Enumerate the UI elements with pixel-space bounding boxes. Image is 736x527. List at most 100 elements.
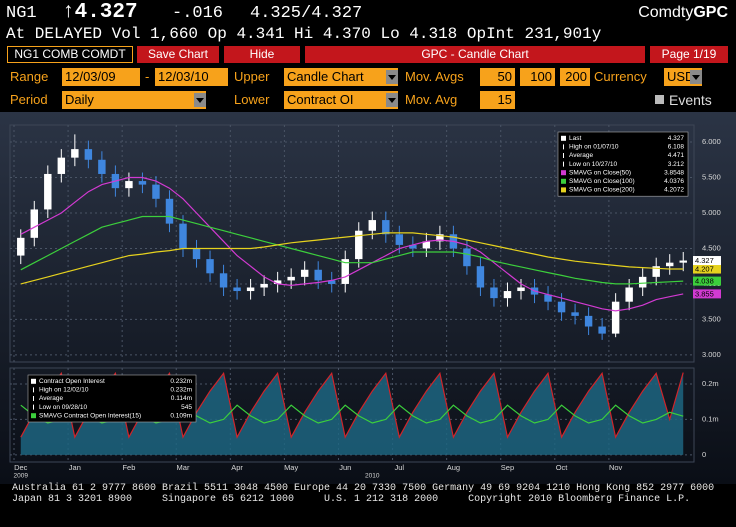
candle-body [206,259,214,274]
y-tick-label: 5.500 [702,172,721,181]
lower-select[interactable]: Contract OI [284,91,398,109]
events-label[interactable]: Events [669,92,712,108]
candle-body [584,315,593,327]
x-tick-label: Mar [177,463,190,472]
last-value-tag [693,289,721,299]
chart-area: 3.0003.5004.0004.5005.0005.5006.0003.855… [0,112,736,484]
legend-value: 3.212 [668,161,685,168]
plot-panel [9,124,695,363]
candle-body [246,287,255,292]
period-value: Daily [65,92,94,107]
legend-value: 4.2072 [664,187,684,194]
candle-body [84,149,93,160]
legend-label: Last [569,135,581,142]
candle-body [71,149,79,158]
candle-body [287,276,295,281]
legend-value: 4.327 [668,135,685,142]
x-tick-label: May [284,463,298,472]
candle-body [328,280,336,284]
mov-avg-3[interactable]: 200 [560,68,590,86]
candle-body [98,159,106,174]
currency-select[interactable]: USD [664,68,702,86]
mov-avg-lower[interactable]: 15 [480,91,515,109]
candle-body [409,244,417,249]
period-select[interactable]: Daily [62,91,206,109]
candle-body [490,287,498,299]
events-checkbox[interactable] [655,95,664,104]
candle-body [300,269,309,277]
candle-body [368,220,376,231]
change: -.016 [172,4,224,23]
candle-body [544,294,552,302]
security-field[interactable]: NG1 COMB COMDT [7,46,133,63]
candle-body [355,230,363,260]
y-tick-label: 5.000 [702,208,721,217]
legend-value: 0.232m [170,378,192,385]
range-label: Range [10,69,49,84]
x-year-label: 2009 [14,473,29,480]
x-tick-label: Nov [609,463,623,472]
last-value-label: 4.038 [695,277,714,286]
upper-select[interactable]: Candle Chart [284,68,398,86]
candle-body [314,269,322,281]
y-tick-label: 3.000 [702,350,721,359]
candle-body [138,181,147,185]
footer-line: Australia 61 2 9777 8600 Brazil 5511 304… [12,483,715,494]
x-tick-label: Dec [14,463,28,472]
candle-body [192,248,201,260]
legend-value: 0.232m [170,387,192,394]
x-tick-label: Jul [395,463,405,472]
candle-body [571,312,579,316]
range-start[interactable]: 12/03/09 [62,68,140,86]
mov-avg-2[interactable]: 100 [520,68,555,86]
candle-body [666,262,674,267]
legend-swatch [561,187,566,193]
function-code: ComdtyGPC [638,4,728,22]
legend-value: 0.109m [170,412,192,419]
candle-body [179,223,187,249]
footer-line: Japan 81 3 3201 8900 Singapore 65 6212 1… [12,494,691,505]
candle-body [395,234,404,245]
last-value-tag [693,256,721,266]
moving-average-line [20,215,684,285]
legend-value: 0.114m [171,395,192,402]
y-tick-label: 3.500 [702,314,721,323]
candle-body [260,283,268,288]
legend-value: 4.471 [668,152,685,159]
legend-label: SMAVG Contract Open Interest(15) [39,412,141,419]
legend-label: Low on 09/28/10 [39,404,87,411]
save-chart-button[interactable]: Save Chart [137,46,219,63]
legend-label: Contract Open Interest [39,378,105,385]
legend-swatch [31,413,36,419]
legend-swatch [561,135,566,141]
x-tick-label: Oct [556,463,569,472]
candle-body [422,241,431,249]
legend-value: 545 [181,404,192,411]
candle-body [233,287,241,292]
candle-body [57,157,66,174]
legend-box [27,374,197,423]
x-year-label: 2010 [365,473,380,480]
candle-body [517,287,525,292]
range-end[interactable]: 12/03/10 [155,68,228,86]
candle-body [611,301,620,334]
legend-label: High on 01/07/10 [569,144,619,151]
candle-body [219,273,228,288]
legend-value: 4.0376 [664,178,684,185]
legend-label: High on 12/02/10 [39,387,89,394]
last-price: ↑4.327 [62,1,138,24]
candle-body [44,173,52,210]
market: Comdty [638,4,694,21]
mov-avg-1[interactable]: 50 [480,68,515,86]
candle-body [598,326,606,334]
hide-button[interactable]: Hide [224,46,300,63]
lower-value: Contract OI [287,92,354,107]
page-indicator: Page 1/19 [650,46,728,63]
legend-label: SMAVG on Close(50) [569,169,631,176]
range-separator: - [145,69,150,84]
candle-body [436,234,444,242]
last-value-tag [693,276,721,286]
last-value-label: 3.855 [695,289,714,298]
candle-body [557,301,566,313]
currency-value: USD [667,69,695,84]
